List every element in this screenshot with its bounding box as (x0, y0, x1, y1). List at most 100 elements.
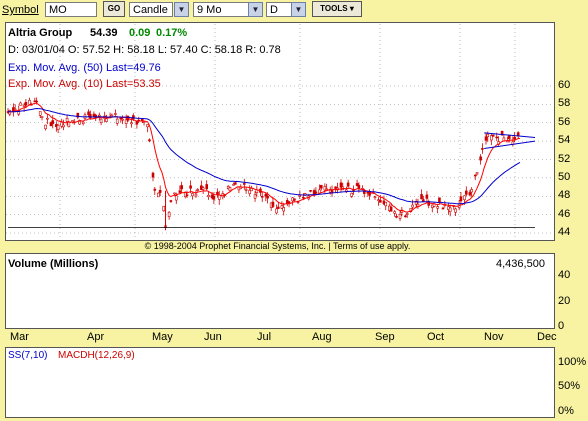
candle-body (314, 191, 318, 194)
candle-body (293, 198, 296, 201)
candle-body (339, 182, 343, 188)
candle-body (94, 114, 98, 118)
candle-body (398, 213, 402, 219)
candle-body (234, 182, 237, 185)
indicator-axis: 100% 50% 0% (556, 347, 588, 418)
candle-body (441, 207, 445, 210)
indicator-tick-label: 100% (558, 356, 587, 368)
candle-body (13, 108, 17, 111)
candle-body (114, 113, 117, 115)
candle-body (373, 196, 377, 198)
candle-body (411, 204, 414, 208)
chart-type-select[interactable]: Candle (129, 2, 173, 17)
candle-body (357, 184, 361, 189)
chevron-down-icon[interactable]: ▼ (248, 2, 263, 17)
candle-body (142, 121, 146, 123)
candle-body (475, 172, 479, 175)
candle-body (124, 119, 128, 124)
candle-body (260, 195, 264, 198)
candle-body (24, 102, 28, 106)
candle-body (201, 187, 205, 190)
indicator-tick-label: 0% (558, 405, 574, 417)
symbol-input[interactable]: MO (45, 2, 97, 17)
last-price: 54.39 (90, 27, 118, 39)
candle-body (438, 197, 441, 203)
candle-body (162, 205, 166, 212)
candle-body (194, 193, 198, 197)
candle-body (191, 193, 194, 197)
month-label: Sep (375, 331, 395, 343)
candle-body (87, 111, 90, 115)
candle-body (484, 136, 488, 141)
candle-body (463, 195, 466, 201)
candle-body (89, 113, 92, 119)
candle-body (330, 189, 334, 193)
candle-body (298, 195, 302, 197)
price-tick-label: 56 (558, 115, 571, 128)
candle-body (185, 194, 189, 197)
candle-body (151, 172, 155, 178)
price-axis: 60 58 56 54 52 50 48 46 44 (556, 22, 588, 241)
candle-body (28, 100, 31, 105)
candle-body (81, 121, 85, 124)
copyright-text[interactable]: © 1998-2004 Prophet Financial Systems, I… (144, 241, 411, 251)
candle-body (323, 186, 327, 191)
candle-body (212, 196, 216, 200)
candle-body (8, 110, 12, 115)
candle-body (130, 122, 133, 125)
candle-body (140, 118, 144, 121)
ohlc-readout: D: 03/01/04 O: 57.52 H: 58.18 L: 57.40 C… (8, 44, 281, 56)
candle-body (157, 192, 160, 198)
candle-body (325, 188, 328, 191)
candle-body (40, 116, 44, 118)
candle-body (146, 124, 149, 128)
month-label: Oct (427, 331, 445, 343)
candle-body (346, 182, 350, 187)
candle-body (302, 197, 305, 199)
chevron-down-icon[interactable]: ▼ (291, 2, 306, 17)
candle-body (121, 118, 124, 121)
candle-body (180, 185, 183, 190)
candle-body (205, 184, 209, 190)
month-label: Jun (204, 331, 222, 343)
candle-body (425, 194, 429, 199)
month-label: May (152, 331, 173, 343)
candle-body (62, 124, 65, 128)
candle-body (309, 190, 312, 192)
candle-body (232, 184, 235, 186)
candle-body (266, 195, 269, 199)
go-button[interactable]: GO (103, 1, 125, 17)
candle-body (436, 206, 439, 209)
candle-body (516, 132, 520, 137)
candle-body (38, 111, 42, 116)
candle-body (459, 196, 463, 202)
candle-body (196, 189, 200, 191)
period-select[interactable]: 9 Mo (193, 2, 253, 17)
candle-body (22, 104, 26, 107)
month-axis: Mar Apr May Jun Jul Aug Sep Oct Nov Dec (0, 331, 588, 345)
candle-body (65, 117, 69, 122)
candle-body (350, 192, 354, 197)
company-name: Altria Group (8, 27, 73, 39)
candle-body (345, 189, 348, 192)
volume-tick-label: 20 (558, 294, 571, 307)
candle-body (67, 121, 71, 128)
candle-body (173, 192, 176, 195)
candle-body (393, 211, 396, 214)
pennant-upper (484, 132, 536, 138)
tools-button[interactable]: TOOLS ▾ (312, 1, 362, 17)
candle-body (490, 135, 493, 141)
symbol-label: Symbol (2, 4, 39, 16)
price-change-pct: 0.17% (156, 27, 188, 39)
chevron-down-icon[interactable]: ▼ (174, 2, 189, 17)
candle-body (495, 136, 499, 139)
price-change: 0.09 (129, 27, 151, 39)
candle-body (148, 139, 151, 142)
month-label: Jul (257, 331, 272, 343)
candle-body (46, 117, 49, 120)
candle-body (264, 193, 268, 197)
candle-body (216, 191, 219, 195)
pennant-lower (484, 140, 536, 149)
candle-body (280, 205, 284, 209)
indicator-tick-label: 50% (558, 380, 581, 392)
